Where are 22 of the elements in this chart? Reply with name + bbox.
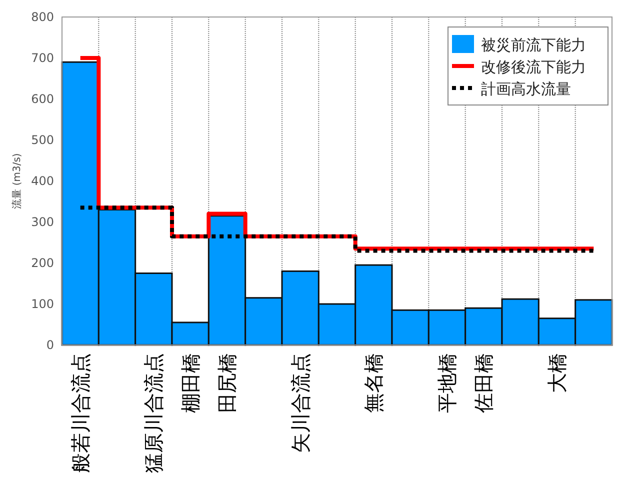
y-tick-label: 300 <box>31 215 54 229</box>
x-tick-label: 猛原川合流点 <box>142 353 166 473</box>
x-tick-label: 佐田橋 <box>472 353 496 413</box>
y-axis-title: 流量 (m3/s) <box>11 153 23 209</box>
y-tick-label: 600 <box>31 92 54 106</box>
x-tick-label: 棚田橋 <box>178 353 202 413</box>
y-tick-label: 100 <box>31 297 54 311</box>
y-tick-label: 400 <box>31 174 54 188</box>
y-tick-label: 800 <box>31 10 54 24</box>
legend-label: 改修後流下能力 <box>481 58 586 76</box>
x-tick-label: 般若川合流点 <box>68 353 92 473</box>
legend-label: 被災前流下能力 <box>481 36 586 54</box>
y-tick-label: 500 <box>31 133 54 147</box>
x-tick-label: 田尻橋 <box>215 353 239 413</box>
x-tick-label: 平地橋 <box>435 353 459 413</box>
y-tick-label: 0 <box>46 338 54 352</box>
x-tick-label: 矢川合流点 <box>288 353 312 453</box>
y-tick-label: 200 <box>31 256 54 270</box>
x-tick-label: 大橋 <box>545 353 569 393</box>
legend-label: 計画高水流量 <box>481 80 571 98</box>
x-tick-label: 無名橋 <box>362 353 386 413</box>
y-tick-label: 700 <box>31 51 54 65</box>
